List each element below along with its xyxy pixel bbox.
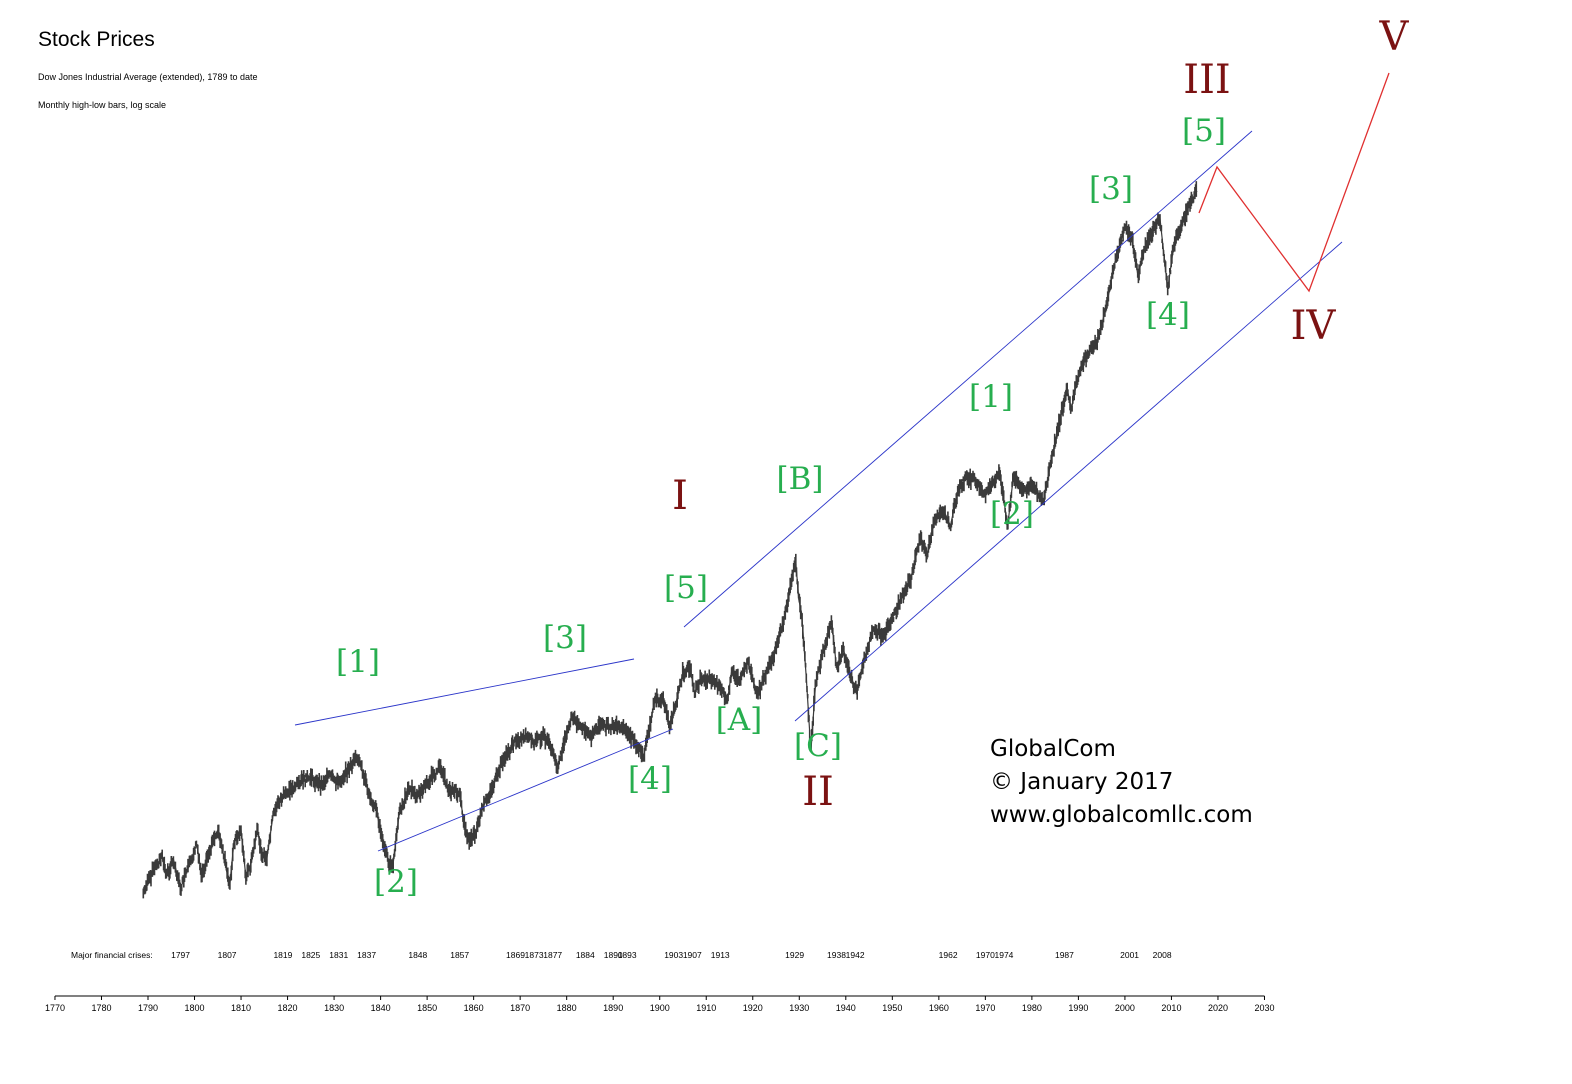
- crisis-year-label: 1869: [506, 950, 525, 960]
- major-wave-label: I: [672, 473, 688, 519]
- minor-wave-label: [C]: [794, 728, 842, 764]
- crisis-year-label: 1913: [711, 950, 730, 960]
- minor-wave-label: [4]: [628, 761, 672, 797]
- x-tick-label: 1940: [836, 1003, 856, 1013]
- x-tick-label: 1950: [882, 1003, 902, 1013]
- x-tick-label: 1860: [464, 1003, 484, 1013]
- crisis-year-label: 1825: [301, 950, 320, 960]
- x-tick-label: 1840: [371, 1003, 391, 1013]
- channel-line-lower: [794, 241, 1343, 722]
- minor-wave-label: [A]: [716, 702, 763, 738]
- x-tick-label: 2000: [1115, 1003, 1135, 1013]
- crisis-year-label: 1938: [827, 950, 846, 960]
- minor-wave-label: [3]: [543, 620, 587, 656]
- chart-title: Stock Prices: [38, 28, 155, 51]
- x-tick-label: 1910: [696, 1003, 716, 1013]
- crisis-year-label: 2001: [1120, 950, 1139, 960]
- minor-wave-label: [2]: [990, 496, 1034, 532]
- crisis-year-label: 1819: [273, 950, 292, 960]
- crisis-year-label: 1877: [543, 950, 562, 960]
- minor-wave-label: [1]: [336, 644, 380, 680]
- projection-path: [1198, 72, 1390, 293]
- credit-date: © January 2017: [990, 769, 1174, 795]
- crises-label: Major financial crises:: [71, 950, 153, 960]
- credit-company: GlobalCom: [990, 736, 1116, 762]
- channel-line-lower-early: [377, 728, 674, 852]
- x-tick-label: 1980: [1022, 1003, 1042, 1013]
- x-tick-label: 1880: [557, 1003, 577, 1013]
- crisis-year-label: 1848: [408, 950, 427, 960]
- crisis-year-label: 1884: [576, 950, 595, 960]
- x-tick-label: 1870: [510, 1003, 530, 1013]
- chart-subtitle-1: Dow Jones Industrial Average (extended),…: [38, 72, 258, 82]
- x-tick-label: 1780: [91, 1003, 111, 1013]
- x-tick-label: 1820: [278, 1003, 298, 1013]
- x-tick-label: 1920: [743, 1003, 763, 1013]
- major-wave-label: IV: [1291, 303, 1337, 349]
- minor-wave-label: [2]: [374, 864, 418, 900]
- credit-website: www.globalcomllc.com: [990, 802, 1253, 828]
- x-tick-label: 1770: [45, 1003, 65, 1013]
- minor-wave-label: [5]: [664, 570, 708, 606]
- crisis-year-label: 1962: [939, 950, 958, 960]
- crisis-year-label: 1890: [604, 950, 623, 960]
- x-tick-label: 2010: [1161, 1003, 1181, 1013]
- x-tick-label: 1970: [975, 1003, 995, 1013]
- x-tick-label: 1810: [231, 1003, 251, 1013]
- crisis-year-label: 1857: [450, 950, 469, 960]
- x-tick-label: 1890: [603, 1003, 623, 1013]
- major-wave-label: II: [802, 769, 834, 815]
- minor-wave-label: [4]: [1146, 297, 1190, 333]
- minor-wave-label: [3]: [1089, 171, 1133, 207]
- crisis-year-label: 1970: [976, 950, 995, 960]
- crisis-year-label: 1929: [785, 950, 804, 960]
- x-tick-label: 1800: [185, 1003, 205, 1013]
- channel-line-upper: [683, 130, 1253, 628]
- crisis-year-label: 1907: [683, 950, 702, 960]
- crisis-year-label: 1974: [995, 950, 1014, 960]
- minor-wave-label: [B]: [777, 461, 824, 497]
- minor-wave-label: [5]: [1182, 113, 1226, 149]
- crisis-year-label: 1837: [357, 950, 376, 960]
- minor-wave-label: [1]: [969, 379, 1013, 415]
- x-tick-label: 1930: [789, 1003, 809, 1013]
- crisis-year-label: 1807: [218, 950, 237, 960]
- crisis-year-label: 1893: [618, 950, 637, 960]
- crisis-year-label: 1987: [1055, 950, 1074, 960]
- crisis-year-label: 1903: [664, 950, 683, 960]
- major-wave-label: III: [1183, 57, 1230, 103]
- chart-subtitle-2: Monthly high-low bars, log scale: [38, 100, 167, 110]
- x-tick-label: 1790: [138, 1003, 158, 1013]
- x-tick-label: 1960: [929, 1003, 949, 1013]
- crisis-year-label: 1797: [171, 950, 190, 960]
- x-tick-label: 2030: [1254, 1003, 1274, 1013]
- crisis-year-label: 1831: [329, 950, 348, 960]
- major-wave-label: V: [1379, 14, 1410, 60]
- x-tick-label: 1990: [1068, 1003, 1088, 1013]
- x-tick-label: 1850: [417, 1003, 437, 1013]
- price-series-outline: [142, 190, 1198, 894]
- crisis-year-label: 1873: [525, 950, 544, 960]
- x-tick-label: 2020: [1208, 1003, 1228, 1013]
- crisis-year-label: 2008: [1153, 950, 1172, 960]
- crisis-year-label: 1942: [846, 950, 865, 960]
- x-tick-label: 1830: [324, 1003, 344, 1013]
- x-tick-label: 1900: [650, 1003, 670, 1013]
- channel-line-upper-early: [294, 658, 635, 726]
